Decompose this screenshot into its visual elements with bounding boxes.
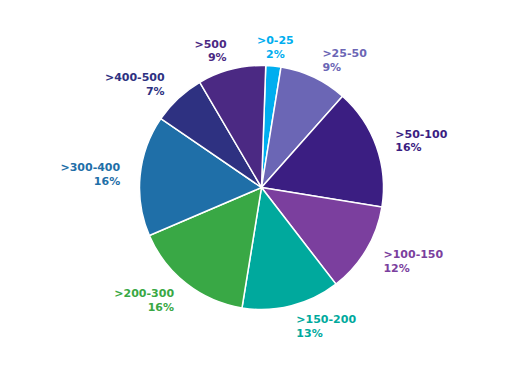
chart-container: >0-252%>25-509%>50-10016%>100-15012%>150… (0, 0, 523, 375)
slices (140, 66, 384, 310)
slice-value: 12% (383, 262, 409, 275)
slice-value: 16% (395, 141, 421, 154)
data-label: >0-252% (257, 34, 294, 61)
data-label: >150-20013% (296, 313, 356, 340)
slice-value: 2% (266, 48, 285, 61)
slice-value: 13% (296, 327, 322, 340)
slice-category: >25-50 (322, 47, 367, 60)
data-labels: >0-252%>25-509%>50-10016%>100-15012%>150… (60, 34, 447, 340)
slice-category: >200-300 (114, 287, 174, 300)
chart: >0-252%>25-509%>50-10016%>100-15012%>150… (0, 0, 523, 375)
data-label: >50-10016% (395, 128, 447, 155)
data-label: >25-509% (322, 47, 367, 74)
data-label: >300-40016% (60, 161, 120, 188)
slice-category: >100-150 (383, 248, 443, 261)
slice-category: >50-100 (395, 128, 447, 141)
slice-value: 16% (148, 301, 174, 314)
slice-value: 7% (146, 85, 165, 98)
slice-category: >300-400 (60, 161, 120, 174)
slice-value: 16% (94, 175, 120, 188)
slice-category: >500 (194, 38, 227, 51)
pie-slice (200, 66, 266, 188)
slice-category: >400-500 (105, 71, 165, 84)
slice-value: 9% (208, 51, 227, 64)
slice-value: 9% (322, 61, 341, 74)
data-label: >100-15012% (383, 248, 443, 275)
data-label: >200-30016% (114, 287, 174, 314)
data-label: >5009% (194, 38, 227, 65)
slice-category: >150-200 (296, 313, 356, 326)
data-label: >400-5007% (105, 71, 165, 98)
slice-category: >0-25 (257, 34, 294, 47)
